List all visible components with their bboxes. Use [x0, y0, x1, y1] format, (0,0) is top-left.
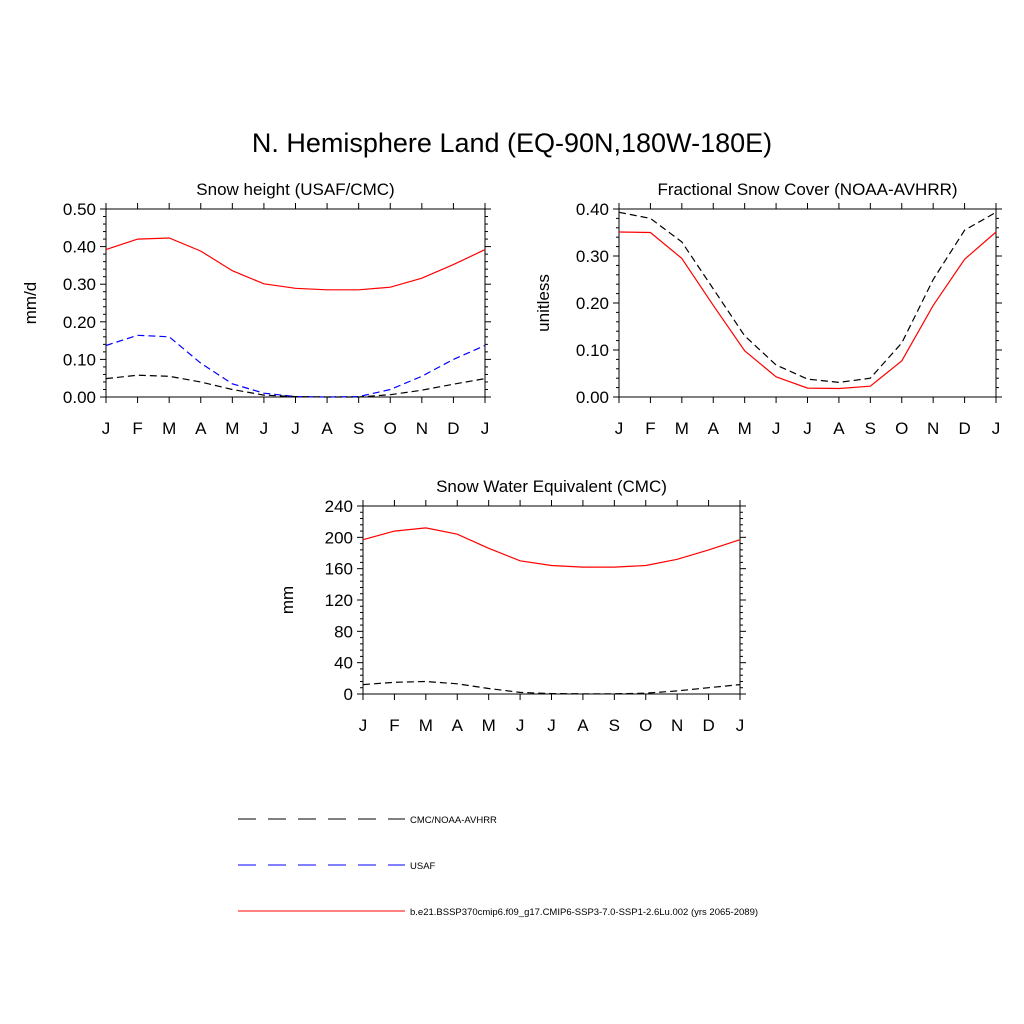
x-tick-label: F	[132, 419, 142, 438]
y-tick-label: 0.50	[63, 200, 96, 219]
y-tick-label: 200	[325, 528, 353, 547]
x-tick-label: M	[482, 716, 496, 735]
y-tick-label: 40	[334, 654, 353, 673]
x-tick-label: O	[384, 419, 397, 438]
y-tick-label: 0.00	[63, 388, 96, 407]
y-tick-label: 0.10	[576, 341, 609, 360]
x-tick-label: A	[833, 419, 845, 438]
x-tick-label: J	[481, 419, 490, 438]
y-tick-label: 0.30	[576, 247, 609, 266]
x-tick-label: F	[389, 716, 399, 735]
x-tick-label: D	[447, 419, 459, 438]
x-tick-label: M	[675, 419, 689, 438]
series-line-model	[105, 237, 486, 291]
y-tick-label: 120	[325, 591, 353, 610]
y-tick-label: 0.40	[63, 238, 96, 257]
x-tick-label: A	[452, 716, 464, 735]
figure-title: N. Hemisphere Land (EQ-90N,180W-180E)	[251, 128, 773, 158]
legend-label-model: b.e21.BSSP370cmip6.f09_g17.CMIP6-SSP3-7.…	[410, 907, 758, 918]
series-line-cmc	[105, 374, 486, 398]
x-tick-label: J	[291, 419, 300, 438]
x-tick-label: A	[321, 419, 333, 438]
x-tick-label: F	[645, 419, 655, 438]
x-tick-label: O	[895, 419, 908, 438]
y-axis-label: unitless	[534, 274, 553, 332]
y-axis-label: mm/d	[21, 282, 40, 325]
y-tick-label: 0.00	[576, 388, 609, 407]
series-line-cmc	[362, 680, 741, 695]
x-tick-label: A	[577, 716, 589, 735]
x-tick-label: N	[927, 419, 939, 438]
x-tick-label: N	[671, 716, 683, 735]
x-tick-label: A	[195, 419, 207, 438]
x-tick-label: D	[702, 716, 714, 735]
x-tick-label: J	[992, 419, 1001, 438]
x-tick-label: A	[708, 419, 720, 438]
x-tick-label: S	[609, 716, 620, 735]
plot-2: Fractional Snow Cover (NOAA-AVHRR) unitle…	[534, 180, 1002, 438]
series-line-model	[618, 231, 997, 390]
x-tick-label: J	[772, 419, 781, 438]
y-tick-label: 160	[325, 560, 353, 579]
series-line-model	[362, 527, 741, 568]
x-tick-label: D	[958, 419, 970, 438]
x-tick-label: J	[736, 716, 745, 735]
x-tick-label: M	[162, 419, 176, 438]
legend-item-usaf: USAF	[238, 861, 436, 872]
y-tick-label: 240	[325, 497, 353, 516]
x-tick-label: M	[419, 716, 433, 735]
x-tick-label: S	[353, 419, 364, 438]
plot-title: Snow Water Equivalent (CMC)	[436, 477, 667, 496]
x-tick-label: M	[738, 419, 752, 438]
plot-title: Snow height (USAF/CMC)	[196, 180, 394, 199]
series-line-cmc	[618, 211, 997, 384]
y-tick-label: 0.40	[576, 200, 609, 219]
y-tick-label: 0.20	[63, 313, 96, 332]
legend-item-model: b.e21.BSSP370cmip6.f09_g17.CMIP6-SSP3-7.…	[238, 907, 758, 918]
plot-title: Fractional Snow Cover (NOAA-AVHRR)	[657, 180, 957, 199]
y-tick-label: 0.10	[63, 350, 96, 369]
y-tick-label: 0.20	[576, 294, 609, 313]
x-tick-label: M	[225, 419, 239, 438]
x-tick-label: N	[416, 419, 428, 438]
plot-1: Snow height (USAF/CMC) mm/d 0.00 0.10 0.20 0.…	[21, 180, 491, 438]
x-tick-label: J	[803, 419, 812, 438]
x-tick-label: J	[615, 419, 624, 438]
y-tick-label: 0.30	[63, 275, 96, 294]
legend-label-usaf: USAF	[410, 861, 436, 872]
x-tick-label: J	[102, 419, 111, 438]
x-tick-label: J	[516, 716, 525, 735]
y-tick-label: 0	[344, 685, 353, 704]
y-tick-label: 80	[334, 622, 353, 641]
legend-item-cmc: CMC/NOAA-AVHRR	[238, 815, 497, 826]
x-tick-label: J	[260, 419, 269, 438]
legend-label-cmc: CMC/NOAA-AVHRR	[410, 815, 497, 826]
plot-3: Snow Water Equivalent (CMC) mm 0 40 80 120 160…	[278, 477, 746, 735]
y-axis-label: mm	[278, 586, 297, 614]
x-tick-label: S	[865, 419, 876, 438]
x-tick-label: O	[639, 716, 652, 735]
x-tick-label: J	[359, 716, 368, 735]
x-tick-label: J	[547, 716, 556, 735]
